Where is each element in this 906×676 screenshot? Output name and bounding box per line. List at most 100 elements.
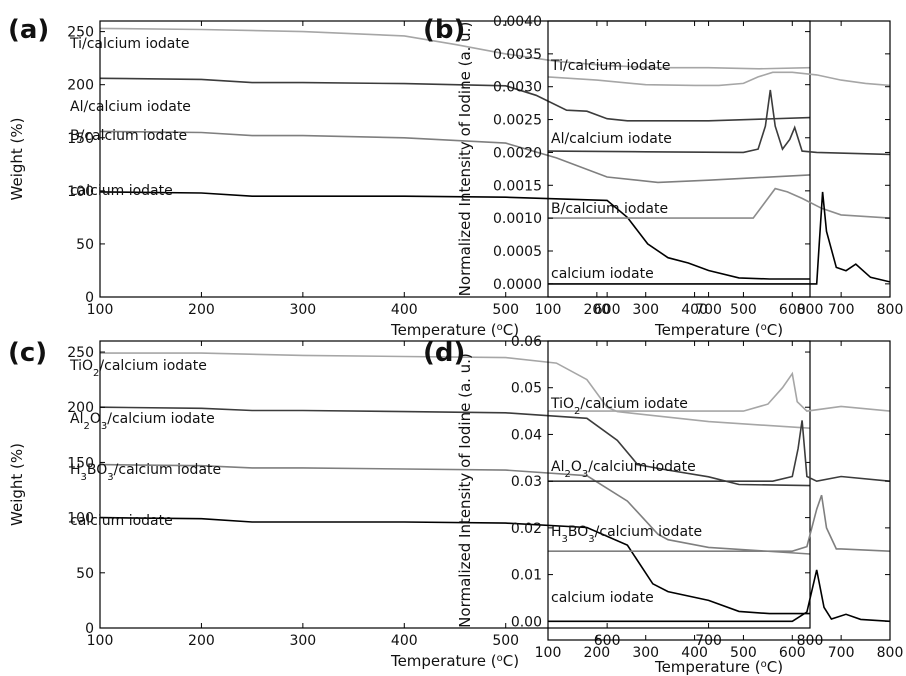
x-axis-title-c: Temperature (oC) [390, 652, 519, 670]
series-label-a-0: Ti/calcium iodate [69, 36, 189, 52]
x-tick-label-b: 600 [779, 302, 806, 318]
x-tick-label-d: 600 [779, 645, 806, 661]
x-title-part: Temperature ( [390, 321, 497, 339]
series-line-d-1 [548, 420, 891, 483]
x-tick-label-b: 100 [535, 302, 562, 318]
y-tick-label-d: 0.03 [511, 474, 542, 490]
x-tick-label-a: 500 [492, 302, 519, 318]
series-label-c-2: H3BO3/calcium iodate [70, 462, 221, 483]
panel-label-b: (b) [423, 15, 465, 45]
x-axis-title-d: Temperature (oC) [654, 658, 783, 676]
x-tick-label-d: 500 [730, 645, 757, 661]
x-tick-label-b: 300 [632, 302, 659, 318]
y-tick-label-c: 100 [67, 511, 94, 527]
series-line-b-1 [547, 89, 891, 156]
series-label-a-3: calcium iodate [70, 183, 173, 199]
x-tick-label-c: 800 [797, 633, 824, 649]
degree-superscript: o [497, 653, 503, 664]
x-tick-label-b: 800 [877, 302, 904, 318]
panel-label-a: (a) [8, 15, 49, 45]
plot-frame-b [547, 20, 891, 298]
plot-frame-c [99, 340, 811, 629]
series-line-b-2 [548, 187, 891, 219]
y-tick-label-b: 0.0035 [493, 47, 542, 63]
x-tick-label-b: 700 [828, 302, 855, 318]
series-label-d-0: TiO2/calcium iodate [550, 396, 688, 417]
series-label-b-1: Al/calcium iodate [551, 131, 672, 147]
x-title-part: Temperature ( [390, 652, 497, 670]
y-tick-label-a: 0 [85, 290, 94, 306]
x-tick-label-c: 300 [289, 633, 316, 649]
x-tick-label-c: 500 [492, 633, 519, 649]
y-axis-title-d: Normalized Intensity of Iodine (a. u.) [456, 353, 474, 628]
x-title-part: C) [767, 658, 783, 676]
series-label-b-3: calcium iodate [551, 266, 654, 282]
y-tick-label-b: 0.0010 [493, 211, 542, 227]
series-line-c-3 [99, 516, 810, 615]
x-tick-label-c: 400 [391, 633, 418, 649]
series-line-a-2 [99, 130, 811, 184]
x-tick-label-d: 400 [681, 645, 708, 661]
series-line-c-0 [100, 352, 811, 429]
y-tick-label-c: 200 [67, 400, 94, 416]
y-tick-label-d: 0.02 [511, 521, 542, 537]
series-label-b-2: B/calcium iodate [551, 201, 668, 217]
y-tick-label-d: 0.04 [511, 427, 542, 443]
y-tick-label-b: 0.0030 [493, 80, 542, 96]
x-tick-label-b: 400 [681, 302, 708, 318]
x-title-part: Temperature ( [654, 321, 761, 339]
x-title-part: C) [503, 652, 519, 670]
series-line-b-0 [547, 71, 891, 87]
x-tick-label-b: 200 [583, 302, 610, 318]
degree-superscript: o [761, 322, 767, 333]
series-label-c-3: calcium iodate [70, 513, 173, 529]
series-line-d-3 [548, 569, 891, 623]
series-line-d-2 [548, 494, 891, 552]
series-label-d-2: H3BO3/calcium iodate [551, 524, 702, 545]
series-line-a-3 [99, 191, 810, 280]
series-label-c-0: TiO2/calcium iodate [69, 358, 207, 379]
y-axis-title-b: Normalized Intensity of Iodine (a. u.) [456, 22, 474, 297]
x-tick-label-a: 700 [695, 302, 722, 318]
series-label-a-1: Al/calcium iodate [70, 99, 191, 115]
y-tick-label-d: 0.06 [511, 334, 542, 350]
y-tick-label-c: 250 [67, 345, 94, 361]
x-tick-label-b: 500 [730, 302, 757, 318]
series-line-b-3 [548, 191, 891, 285]
series-line-a-0 [99, 27, 811, 70]
series-label-d-1: Al2O3/calcium iodate [551, 459, 696, 480]
y-tick-label-b: 0.0015 [493, 178, 542, 194]
y-tick-label-b: 0.0040 [493, 14, 542, 30]
panel-c: (c) 100 200 300 400 500 600 700 800 0 50 100 150 200 2… [8, 338, 823, 670]
x-tick-label-d: 200 [583, 645, 610, 661]
plot-frame-d [547, 340, 891, 641]
panel-d: (d)100 200 300 400 500 600 700 8000.000.010.020… [423, 334, 903, 676]
x-axis-title-b: Temperature (oC) [654, 321, 783, 339]
series-line-c-2 [99, 463, 811, 555]
x-tick-label-a: 800 [797, 302, 824, 318]
y-axis-title-a: Weight (%) [8, 118, 26, 201]
series-label-b-0: Ti/calcium iodate [550, 58, 670, 74]
x-tick-label-c: 700 [695, 633, 722, 649]
y-tick-label-d: 0.05 [511, 381, 542, 397]
x-tick-label-d: 300 [632, 645, 659, 661]
y-tick-label-d: 0.00 [511, 614, 542, 630]
x-tick-label-a: 100 [87, 302, 114, 318]
series-line-d-0 [548, 371, 891, 412]
y-tick-label-d: 0.01 [511, 568, 542, 584]
x-title-part: C) [503, 321, 519, 339]
y-tick-label-c: 0 [85, 621, 94, 637]
x-tick-label-a: 300 [289, 302, 316, 318]
degree-superscript: o [761, 659, 767, 670]
series-line-a-1 [99, 77, 811, 122]
x-tick-label-a: 400 [391, 302, 418, 318]
y-tick-label-a: 150 [67, 131, 94, 147]
degree-superscript: o [497, 322, 503, 333]
panel-b: (b)100 200 300 400 500 600 700 8000.00000.00050… [423, 14, 903, 339]
x-axis-title-a: Temperature (oC) [390, 321, 519, 339]
y-tick-label-a: 50 [76, 237, 94, 253]
panel-a: (a) 100 200 300 400 500 600 700 800 0 50 100 150 200 2… [8, 15, 823, 339]
y-tick-label-c: 150 [67, 455, 94, 471]
x-tick-label-a: 200 [188, 302, 215, 318]
